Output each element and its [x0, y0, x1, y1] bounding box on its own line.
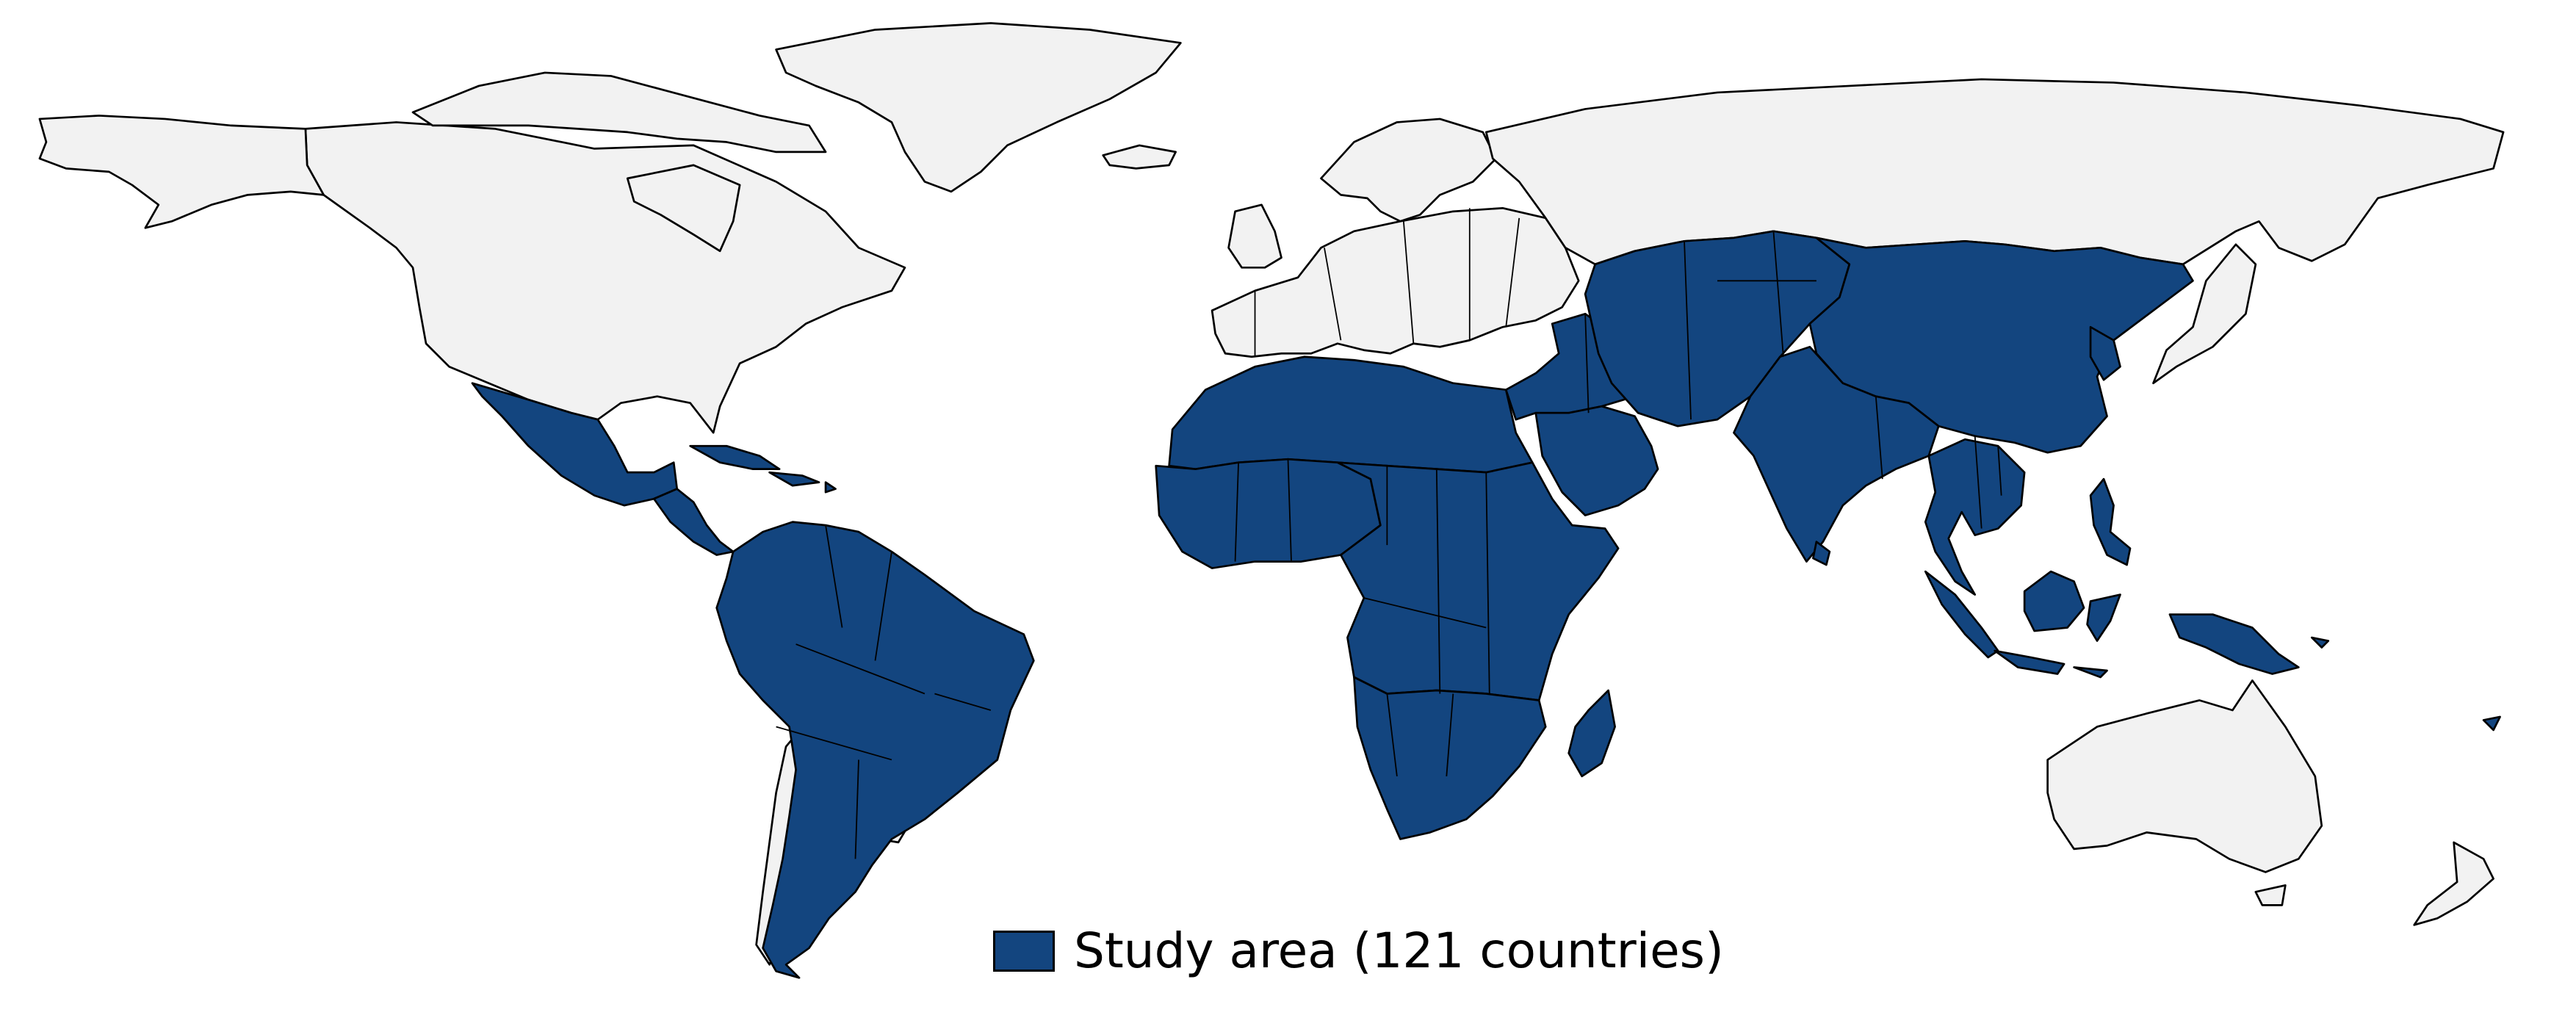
country-borders-layer: [776, 208, 2002, 859]
country-region-philippines: [2089, 477, 2132, 566]
country-region-indonesia: [1924, 570, 2108, 679]
country-border-line: [874, 551, 892, 661]
country-border-line: [1584, 314, 1590, 414]
country-border-line: [1324, 248, 1342, 341]
country-border-line: [1505, 389, 1517, 433]
country-border-line: [795, 643, 926, 695]
country-region-british-isles: [1227, 203, 1282, 269]
country-region-north-america: [304, 121, 906, 434]
country-region-southeast-asia: [1924, 438, 2026, 596]
country-border-line: [1287, 459, 1292, 562]
country-border-line: [776, 726, 892, 761]
study-area-countries-layer: [471, 230, 2501, 979]
country-region-caribbean-islands: [689, 444, 837, 494]
country-region-alaska: [38, 115, 325, 229]
country-border-line: [1684, 241, 1692, 420]
legend-swatch: [993, 931, 1055, 972]
country-region-russia: [1484, 78, 2505, 266]
country-region-new-zealand: [2413, 841, 2494, 926]
country-region-greenland: [775, 22, 1182, 193]
country-border-line: [1485, 472, 1490, 694]
country-region-new-guinea: [2168, 613, 2300, 675]
country-region-africa-central-east: [1336, 461, 1620, 701]
country-border-line: [1772, 231, 1784, 357]
country-border-line: [1386, 693, 1398, 777]
country-region-korea: [2089, 325, 2121, 381]
country-border-line: [825, 524, 843, 628]
country-border-line: [1875, 396, 1883, 480]
country-border-line: [1402, 221, 1415, 344]
legend: Study area (121 countries): [993, 922, 1724, 981]
country-region-central-america: [652, 488, 735, 556]
country-region-iceland: [1102, 144, 1177, 170]
country-border-line: [1234, 462, 1239, 562]
country-border-line: [1363, 597, 1487, 629]
country-border-line: [1505, 217, 1520, 328]
country-region-south-asia: [1733, 345, 1940, 563]
legend-label: Study area (121 countries): [1074, 923, 1724, 979]
country-region-europe: [1211, 206, 1580, 358]
country-border-line: [1435, 469, 1441, 694]
non-study-countries-layer: [38, 22, 2505, 966]
country-region-sri-lanka: [1812, 541, 1831, 566]
country-region-pacific-islands: [2310, 636, 2501, 732]
country-border-line: [934, 693, 992, 711]
country-border-line: [1997, 446, 2002, 496]
country-region-sulawesi: [2086, 593, 2121, 642]
country-region-arabian-peninsula: [1534, 405, 1659, 516]
country-region-canadian-arctic: [411, 71, 827, 253]
country-region-scandinavia: [1320, 118, 1498, 223]
country-region-borneo: [2023, 570, 2085, 632]
country-border-line: [1446, 693, 1454, 777]
country-region-south-america: [715, 521, 1035, 979]
country-border-line: [1974, 436, 1982, 529]
country-region-australia: [2046, 679, 2323, 906]
country-region-africa-south: [1353, 676, 1547, 840]
country-border-line: [854, 759, 859, 859]
country-region-north-africa: [1168, 355, 1534, 474]
country-region-japan: [2152, 243, 2257, 385]
country-region-madagascar: [1567, 689, 1616, 778]
